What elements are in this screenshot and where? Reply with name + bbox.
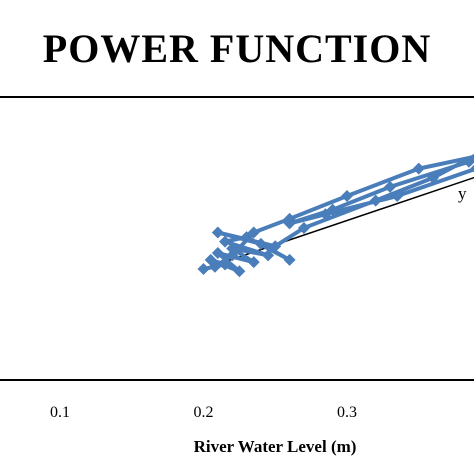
data-point [462,155,474,168]
series-layer [197,153,474,278]
data-point [427,171,440,184]
chart-title-box: POWER FUNCTION [0,0,474,98]
data-point [262,249,275,262]
data-point [369,194,382,207]
data-point [283,253,296,266]
data-point [208,260,221,273]
data-point [226,242,239,255]
series-line [203,153,474,274]
data-point [197,263,210,275]
data-point [470,164,474,173]
data-point [283,212,296,225]
x-tick-label: 0.1 [50,404,70,421]
data-point [226,249,239,262]
data-point [211,247,224,260]
data-point [297,221,310,234]
chart-title: POWER FUNCTION [42,25,432,71]
data-point [254,237,267,250]
data-point [219,258,232,271]
data-point [341,190,353,202]
trendline-equation: y [458,184,467,203]
data-point [211,226,224,239]
data-point [233,265,246,278]
data-point [319,208,332,221]
x-axis-label: River Water Level (m) [194,437,357,456]
data-point [412,162,425,175]
data-point [391,190,404,202]
x-tick-labels: 0.1 0.2 0.3 [50,404,357,421]
data-point [219,235,232,248]
data-point [384,180,397,193]
data-point [269,240,282,253]
data-point [247,226,260,239]
x-tick-label: 0.2 [194,404,214,421]
plot-area: 0.1 0.2 0.3 y [0,153,474,421]
x-tick-label: 0.3 [337,404,357,421]
data-point [247,256,260,269]
